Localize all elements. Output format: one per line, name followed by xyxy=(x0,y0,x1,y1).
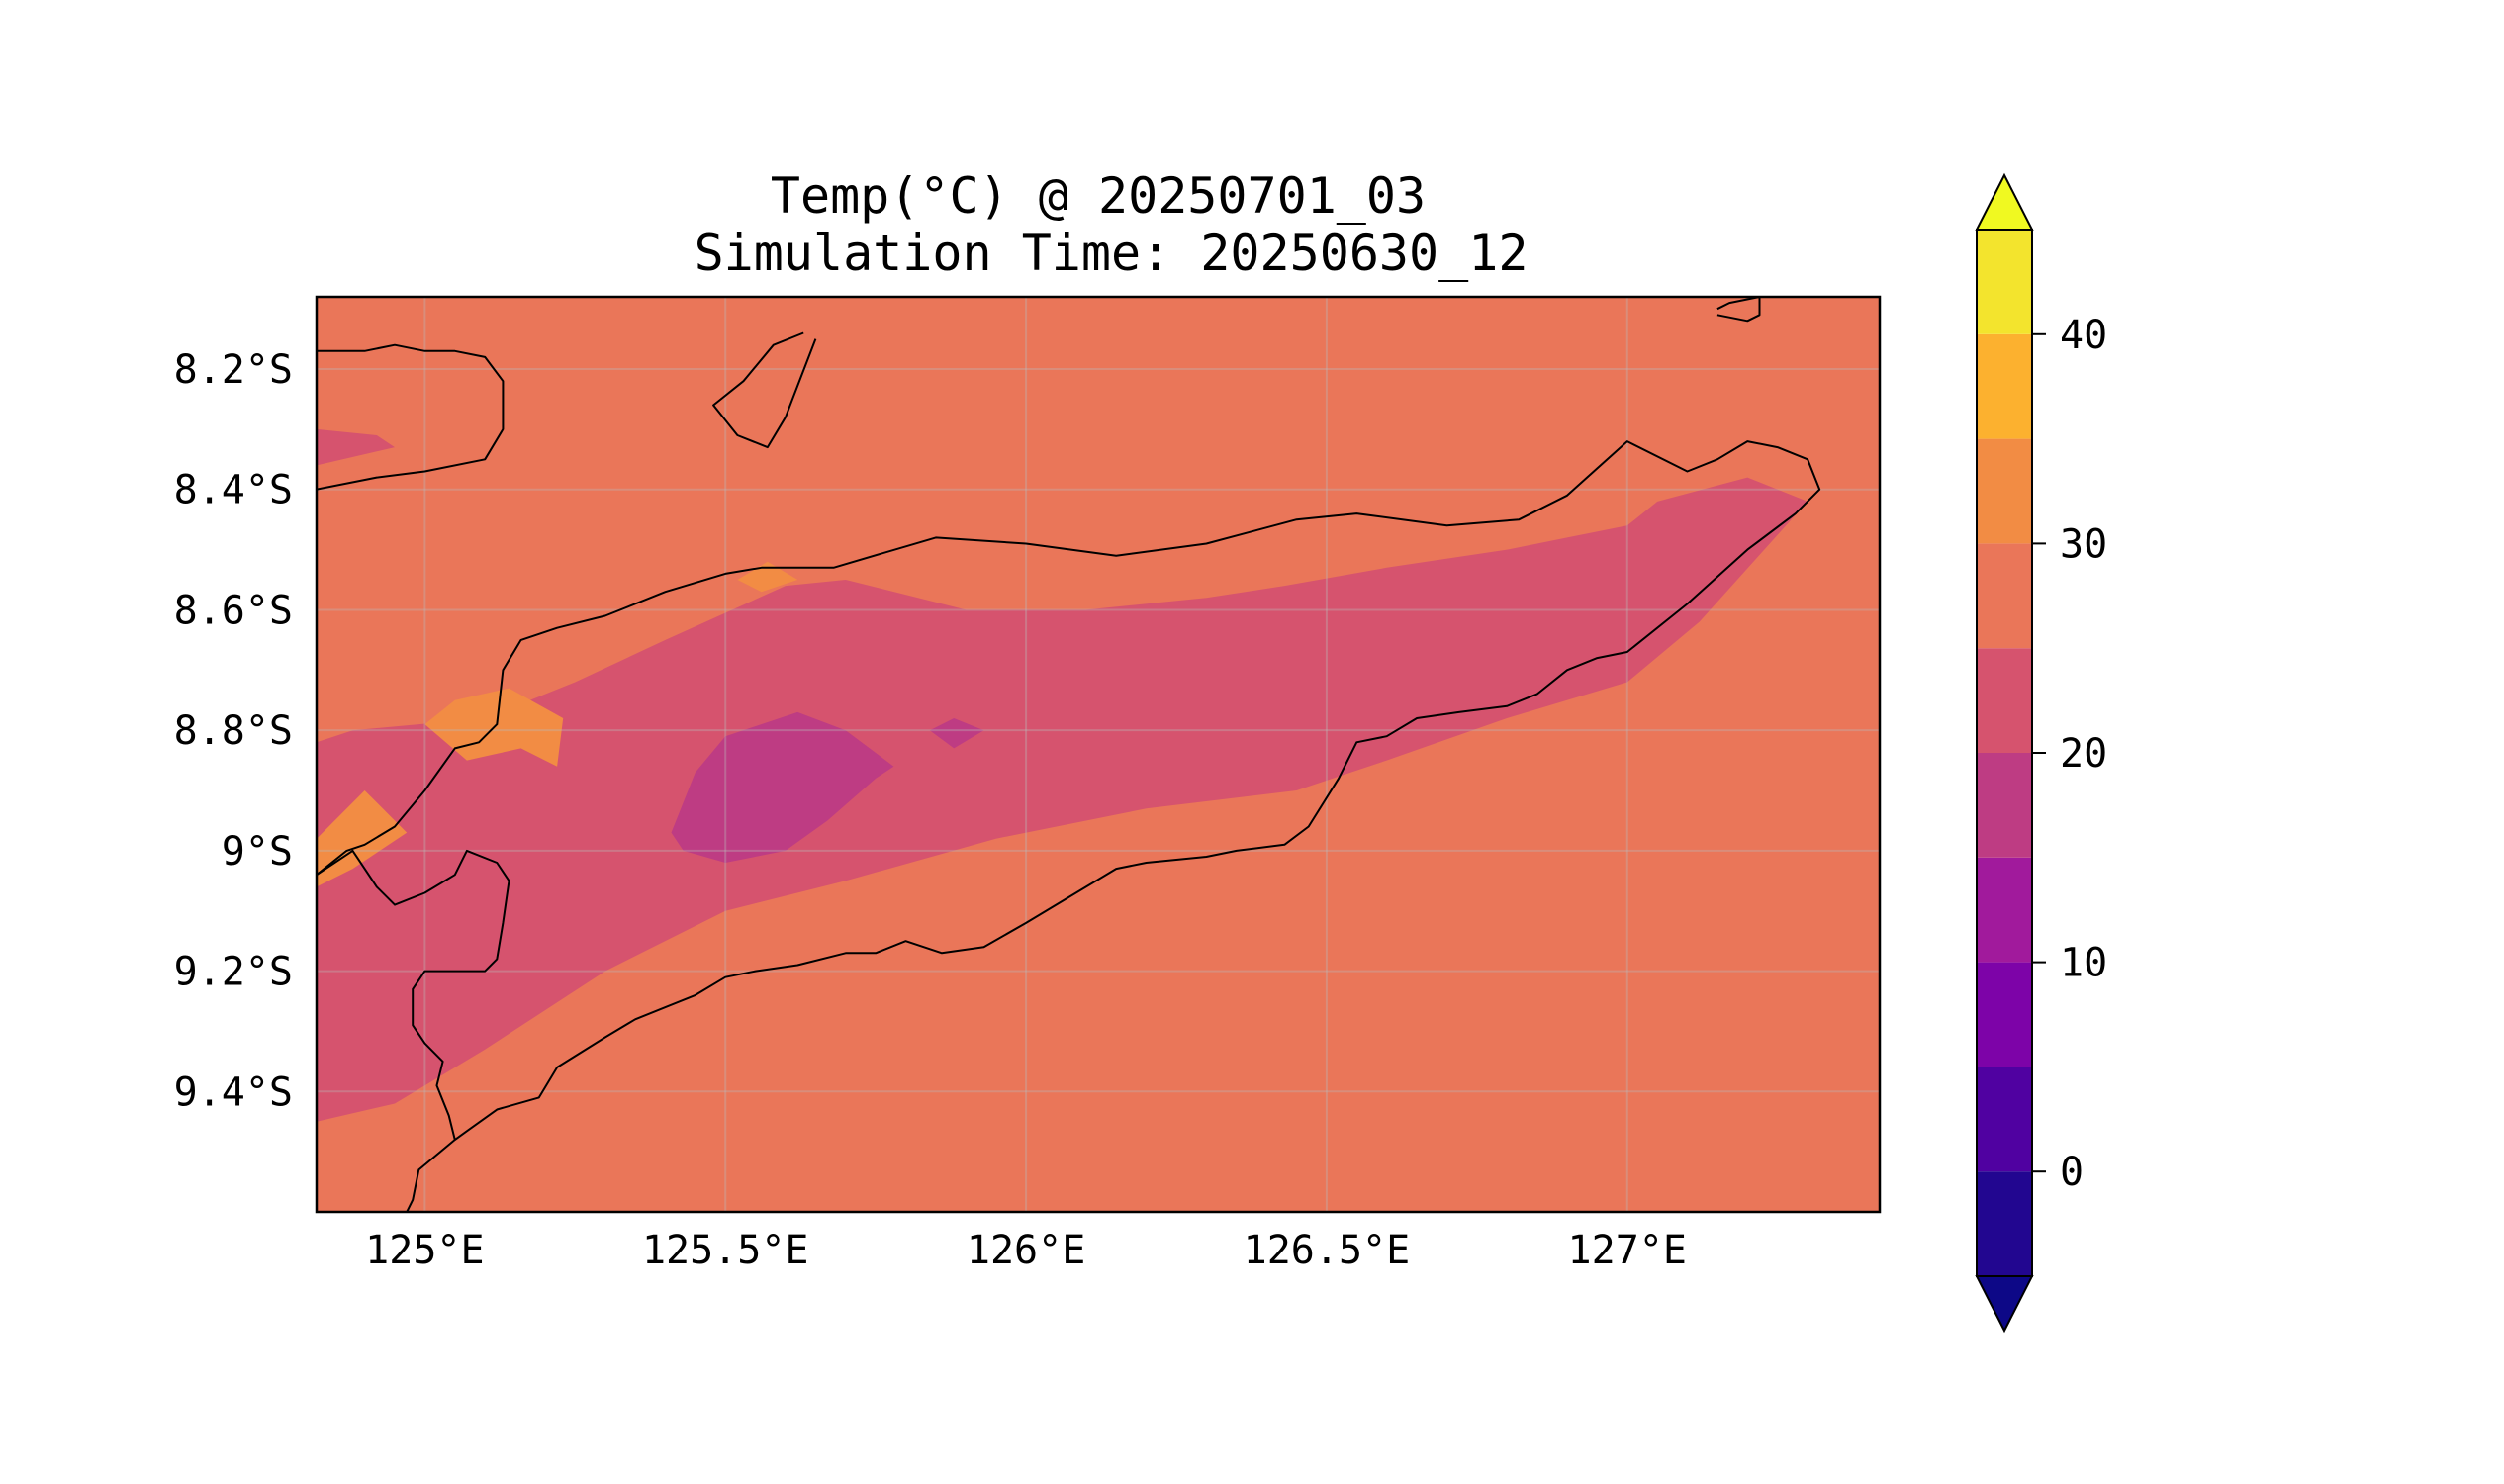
lat-tick-label: 8.8°S xyxy=(174,708,293,754)
lat-tick-label: 9.2°S xyxy=(174,950,293,995)
colorbar-tick-label: 40 xyxy=(2060,313,2107,358)
coastline-layer xyxy=(317,297,1821,1212)
colorbar-extend-over xyxy=(1975,172,2034,231)
gridlines xyxy=(317,297,1880,1212)
colorbar-tick-label: 0 xyxy=(2060,1150,2084,1195)
lat-tick-label: 8.4°S xyxy=(174,468,293,513)
map-title-line2: Simulation Time: 20250630_12 xyxy=(695,225,1529,282)
colorbar-bin xyxy=(1977,333,2032,439)
colorbar-bin xyxy=(1977,1067,2032,1172)
longitude-axis: 125°E 125.5°E 126°E 126.5°E 127°E xyxy=(365,1228,1687,1273)
map-panel: 125°E 125.5°E 126°E 126.5°E 127°E 8.2°S 8.4°S… xyxy=(174,295,1882,1273)
colorbar-extend-under xyxy=(1975,1275,2034,1334)
lon-tick-label: 126°E xyxy=(967,1228,1085,1273)
lon-tick-label: 125°E xyxy=(365,1228,484,1273)
colorbar-bin xyxy=(1977,962,2032,1067)
colorbar-bin xyxy=(1977,857,2032,963)
coastline-border-west xyxy=(317,849,510,1141)
lat-tick-label: 9.4°S xyxy=(174,1069,293,1115)
contour-region-20-25 xyxy=(317,477,1808,1122)
map-frame xyxy=(315,295,1882,1214)
colorbar-bin xyxy=(1977,543,2032,649)
coastline-timor-north-coast xyxy=(317,440,1821,1212)
coastline-alor-south xyxy=(317,343,505,491)
colorbar-bin xyxy=(1977,438,2032,544)
colorbar-bin xyxy=(1977,1171,2032,1276)
colorbar-bin xyxy=(1977,230,2032,334)
colorbar-bin xyxy=(1977,648,2032,753)
colorbar-tick-label: 20 xyxy=(2060,731,2107,777)
colorbar: 0 10 20 30 40 xyxy=(1975,172,2107,1334)
coastline-wetar-east xyxy=(1716,297,1761,323)
contour-region-15-20 xyxy=(671,711,894,863)
contour-region-30-35 xyxy=(737,561,798,593)
colorbar-tick-label: 30 xyxy=(2060,521,2107,567)
lon-tick-label: 125.5°E xyxy=(642,1228,809,1273)
contour-layer xyxy=(317,428,1808,1122)
coastline-atauro-island xyxy=(712,331,817,449)
contour-region-20-25 xyxy=(317,428,395,466)
lat-tick-label: 9°S xyxy=(222,829,293,875)
map-title-line1: Temp(°C) @ 20250701_03 xyxy=(771,167,1426,225)
contour-region-15-20 xyxy=(929,718,984,749)
colorbar-bin xyxy=(1977,753,2032,858)
lat-tick-label: 8.6°S xyxy=(174,588,293,633)
lon-tick-label: 127°E xyxy=(1568,1228,1687,1273)
contour-region-30-35 xyxy=(317,790,408,887)
colorbar-tick-label: 10 xyxy=(2060,941,2107,986)
lon-tick-label: 126.5°E xyxy=(1244,1228,1411,1273)
lat-tick-label: 8.2°S xyxy=(174,347,293,393)
latitude-axis: 8.2°S 8.4°S 8.6°S 8.8°S 9°S 9.2°S 9.4°S xyxy=(174,347,293,1115)
